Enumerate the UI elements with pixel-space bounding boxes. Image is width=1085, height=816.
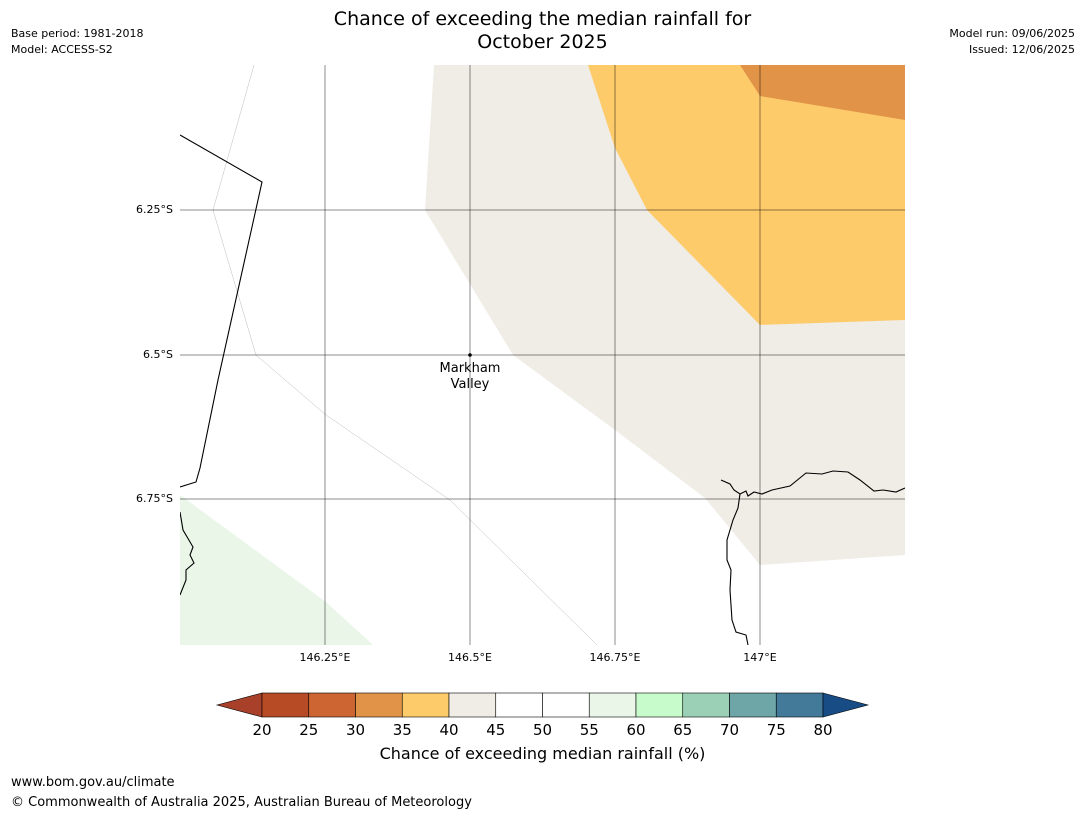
region-boundary	[212, 65, 598, 645]
colorbar-segment	[261, 692, 310, 718]
coastline-east	[726, 493, 749, 645]
base-period: Base period: 1981-2018	[11, 27, 144, 40]
colorbar-segment	[495, 692, 543, 718]
footer-copyright: © Commonwealth of Australia 2025, Austra…	[11, 795, 472, 810]
colorbar-segment	[308, 692, 356, 718]
latitude-labels: 6.25°S 6.5°S 6.75°S	[136, 203, 173, 505]
colorbar-tick-label: 25	[299, 721, 318, 739]
run-info: Model run: 09/06/2025 Issued: 12/06/2025	[949, 26, 1075, 58]
colorbar-segment	[588, 692, 637, 718]
lon-label-147: 147°E	[743, 651, 776, 664]
model-info: Base period: 1981-2018 Model: ACCESS-S2	[11, 26, 143, 58]
colorbar-tick-label: 30	[346, 721, 365, 739]
map-area	[180, 65, 905, 645]
colorbar-tick-label: 35	[393, 721, 412, 739]
colorbar-tick-label: 55	[580, 721, 599, 739]
colorbar-tick-label: 75	[767, 721, 786, 739]
markham-valley-marker	[468, 353, 472, 357]
footer-url[interactable]: www.bom.gov.au/climate	[11, 775, 175, 790]
colorbar-segment	[448, 692, 497, 718]
model-run-date: Model run: 09/06/2025	[949, 27, 1075, 40]
lon-label-146-75: 146.75°E	[590, 651, 641, 664]
colorbar-extension-high	[822, 692, 870, 718]
colorbar-tick-label: 65	[673, 721, 692, 739]
place-label-line2: Valley	[451, 377, 490, 392]
colorbar: 20 25 30 35 40 45 50 55 60 65 70 75 80	[215, 692, 870, 739]
colorbar-tick-label: 60	[626, 721, 645, 739]
longitude-labels: 146.25°E 146.5°E 146.75°E 147°E	[300, 651, 777, 664]
region-55-60	[180, 495, 373, 645]
lat-label-6-5: 6.5°S	[143, 348, 173, 361]
region-35-40	[588, 65, 905, 325]
region-below-35	[740, 65, 905, 120]
colorbar-segment	[775, 692, 824, 718]
lat-label-6-25: 6.25°S	[136, 203, 173, 216]
title-line-2: October 2025	[477, 31, 608, 53]
issued-date: Issued: 12/06/2025	[968, 43, 1075, 56]
lon-label-146-5: 146.5°E	[448, 651, 492, 664]
colorbar-tick-label: 70	[720, 721, 739, 739]
colorbar-tick-label: 50	[533, 721, 552, 739]
coastline-west	[180, 134, 263, 488]
colorbar-segment	[635, 692, 684, 718]
coastline-southwest	[180, 511, 195, 596]
colorbar-segment	[355, 692, 403, 718]
colorbar-segment	[729, 692, 777, 718]
colorbar-title: Chance of exceeding median rainfall (%)	[379, 744, 706, 763]
colorbar-segment	[682, 692, 730, 718]
place-label: Markham Valley	[440, 361, 501, 392]
colorbar-segment	[401, 692, 450, 718]
lon-label-146-25: 146.25°E	[300, 651, 351, 664]
colorbar-extension-low	[215, 692, 263, 718]
map-title: Chance of exceeding the median rainfall …	[0, 8, 1085, 54]
place-label-line1: Markham	[440, 361, 501, 376]
colorbar-segment	[542, 692, 590, 718]
colorbar-tick-label: 40	[439, 721, 458, 739]
lat-label-6-75: 6.75°S	[136, 492, 173, 505]
colorbar-tick-label: 20	[252, 721, 271, 739]
model-name: Model: ACCESS-S2	[11, 43, 113, 56]
colorbar-tick-label: 80	[813, 721, 832, 739]
colorbar-tick-label: 45	[486, 721, 505, 739]
title-line-1: Chance of exceeding the median rainfall …	[333, 8, 752, 30]
